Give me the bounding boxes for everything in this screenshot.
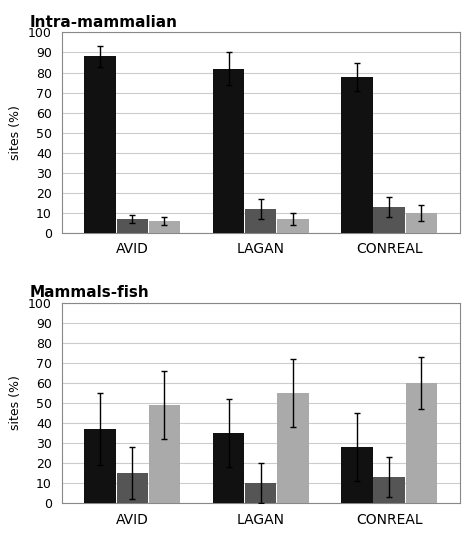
- Bar: [117, 473, 148, 503]
- Bar: [374, 207, 405, 233]
- Bar: [277, 393, 309, 503]
- Bar: [84, 429, 116, 503]
- Bar: [149, 221, 180, 233]
- Text: Mammals-fish: Mammals-fish: [30, 285, 149, 300]
- Bar: [117, 219, 148, 233]
- Bar: [406, 383, 437, 503]
- Bar: [245, 209, 276, 233]
- Text: Intra-mammalian: Intra-mammalian: [30, 15, 178, 30]
- Bar: [149, 405, 180, 503]
- Y-axis label: sites (%): sites (%): [9, 105, 22, 160]
- Bar: [213, 69, 244, 233]
- Bar: [245, 483, 276, 503]
- Bar: [277, 219, 309, 233]
- Bar: [374, 477, 405, 503]
- Bar: [341, 447, 373, 503]
- Y-axis label: sites (%): sites (%): [9, 375, 22, 431]
- Bar: [406, 213, 437, 233]
- Bar: [84, 56, 116, 233]
- Bar: [341, 76, 373, 233]
- Bar: [213, 433, 244, 503]
